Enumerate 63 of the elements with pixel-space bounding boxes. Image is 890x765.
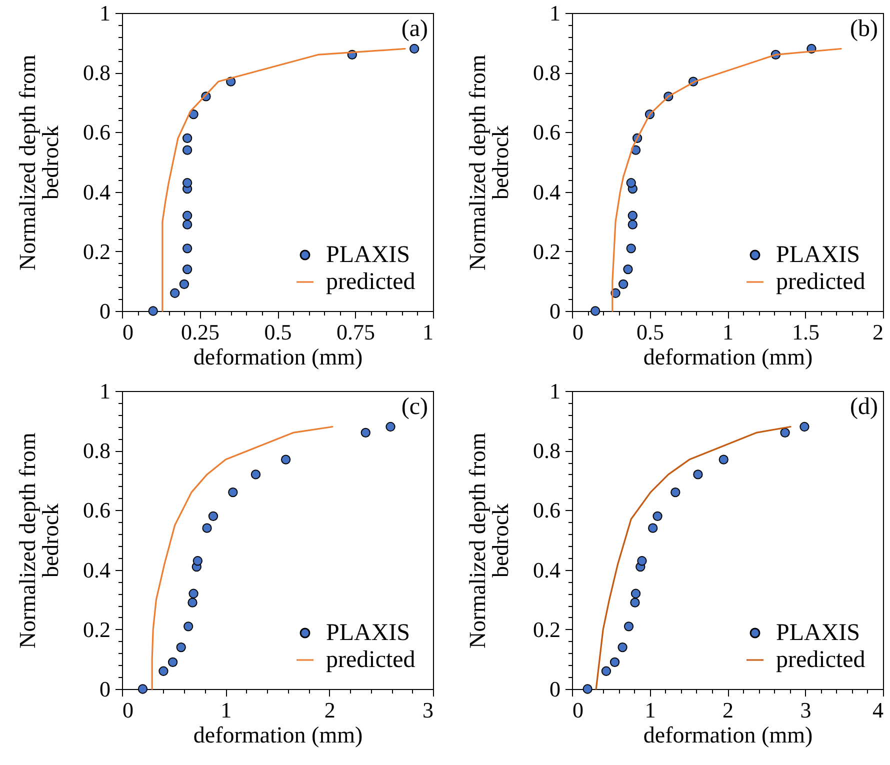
- y-tick-label: 0.2: [83, 616, 110, 642]
- y-tick-label: 0.8: [83, 60, 110, 86]
- x-tick-label: 2: [722, 698, 734, 722]
- y-tick-label: 0.6: [533, 120, 560, 145]
- y-axis-title: Normalized depth from bedrock: [465, 54, 513, 270]
- x-tick-label: 0.75: [336, 320, 375, 344]
- y-tick-label: 0: [100, 676, 110, 702]
- x-tick-label: 4: [872, 698, 884, 722]
- y-tick-label: 1: [550, 0, 560, 26]
- y-tick-label: 0.4: [533, 179, 560, 204]
- y-tick-label: 0: [550, 298, 560, 324]
- x-tick-label: 2: [872, 320, 884, 344]
- y-tick-label: 0.4: [83, 179, 110, 204]
- x-tick-label: 1: [644, 698, 656, 722]
- x-tick-label: 3: [422, 698, 434, 722]
- y-tick-label: 0.8: [83, 438, 110, 464]
- x-tick-label: 1.5: [792, 320, 820, 344]
- legend-label: PLAXIS: [776, 242, 860, 268]
- x-tick-label: 0: [122, 320, 134, 344]
- legend-label: PLAXIS: [776, 620, 860, 646]
- x-tick-label: 0: [572, 698, 584, 722]
- x-tick-label: 0.5: [264, 320, 292, 344]
- x-axis-title: deformation (mm): [193, 722, 363, 748]
- annotation: (a): [401, 16, 428, 42]
- x-tick-label: 0.5: [636, 320, 664, 344]
- x-tick-label: 2: [324, 698, 336, 722]
- y-tick-label: 1: [100, 378, 110, 404]
- y-tick-label: 0: [100, 298, 110, 324]
- y-tick-label: 0.2: [83, 238, 110, 264]
- x-axis-title: deformation (mm): [643, 722, 813, 748]
- x-tick-label: 0: [122, 698, 134, 722]
- y-tick-label: 0.2: [533, 238, 560, 264]
- y-axis-title: Normalized depth from bedrock: [15, 432, 63, 648]
- legend-label: PLAXIS: [326, 620, 410, 646]
- legend-label: predicted: [776, 269, 866, 295]
- y-tick-label: 0.8: [533, 438, 560, 464]
- y-tick-label: 1: [550, 378, 560, 404]
- y-axis-title: Normalized depth from bedrock: [465, 432, 513, 648]
- y-tick-label: 0.2: [533, 616, 560, 642]
- y-axis-title: Normalized depth from bedrock: [15, 54, 63, 270]
- y-tick-label: 0.4: [83, 557, 110, 582]
- y-tick-label: 0.6: [533, 498, 560, 523]
- legend-label: predicted: [326, 647, 416, 673]
- y-tick-label: 0.8: [533, 60, 560, 86]
- legend-label: predicted: [776, 647, 866, 673]
- legend-label: PLAXIS: [326, 242, 410, 268]
- x-tick-label: 0: [572, 320, 584, 344]
- y-tick-label: 0.6: [83, 120, 110, 145]
- x-tick-label: 1: [220, 698, 232, 722]
- annotation: (c): [401, 394, 428, 420]
- y-tick-label: 1: [100, 0, 110, 26]
- annotation: (b): [850, 16, 878, 42]
- annotation: (d): [850, 394, 878, 420]
- y-tick-label: 0: [550, 676, 560, 702]
- y-tick-label: 0.4: [533, 557, 560, 582]
- x-axis-title: deformation (mm): [643, 344, 813, 370]
- x-tick-label: 1: [422, 320, 434, 344]
- x-tick-label: 0.25: [181, 320, 220, 344]
- x-axis-title: deformation (mm): [193, 344, 363, 370]
- x-tick-label: 3: [800, 698, 812, 722]
- y-tick-label: 0.6: [83, 498, 110, 523]
- x-tick-label: 1: [722, 320, 734, 344]
- legend-label: predicted: [326, 269, 416, 295]
